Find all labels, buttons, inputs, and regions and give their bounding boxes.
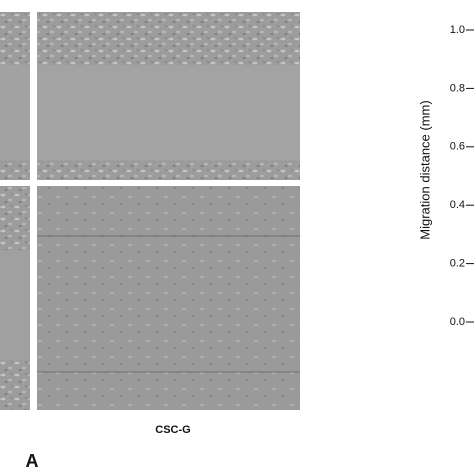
y-tick-label: 0.6 (450, 141, 465, 153)
y-tick-label: 1.0 (450, 24, 465, 36)
image-caption: CSC-G (155, 424, 190, 436)
micrograph-top-left (0, 12, 30, 180)
micrograph-top-right (37, 12, 300, 180)
micrograph-bottom-right (37, 186, 300, 410)
y-tick-label: 0.2 (450, 258, 465, 270)
y-tick-label: 0.4 (450, 199, 465, 211)
micrograph-bottom-left (0, 186, 30, 410)
y-tick-label: 0.0 (450, 316, 465, 328)
y-tick-label: 0.8 (450, 82, 465, 94)
panel-label: A (26, 451, 39, 471)
y-axis-label: Migration distance (mm) (417, 100, 432, 239)
